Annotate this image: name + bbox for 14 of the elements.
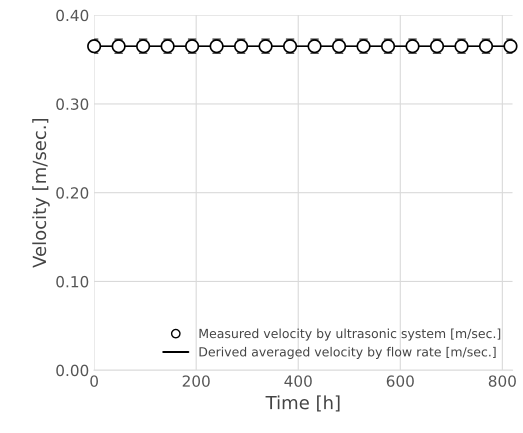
x-tick-label: 600 — [386, 375, 414, 387]
y-tick-label: 0.10 — [56, 276, 88, 288]
y-tick-label: 0.40 — [56, 10, 88, 22]
y-tick-label: 0.30 — [56, 98, 88, 110]
x-tick-label: 0 — [90, 375, 98, 387]
x-tick-label: 200 — [182, 375, 210, 387]
x-axis-title: Time [h] — [266, 395, 340, 412]
legend-label: Measured velocity by ultrasonic system [m/sec.] — [200, 328, 500, 341]
y-tick-label: 0.00 — [56, 364, 88, 376]
y-axis-title: Velocity [m/sec.] — [32, 118, 50, 268]
x-tick-label: 800 — [488, 375, 516, 387]
y-tick-label: 0.20 — [56, 187, 88, 199]
legend-label: Derived averaged velocity by flow rate [m/sec.] — [200, 346, 496, 359]
x-tick-label: 400 — [284, 375, 312, 387]
